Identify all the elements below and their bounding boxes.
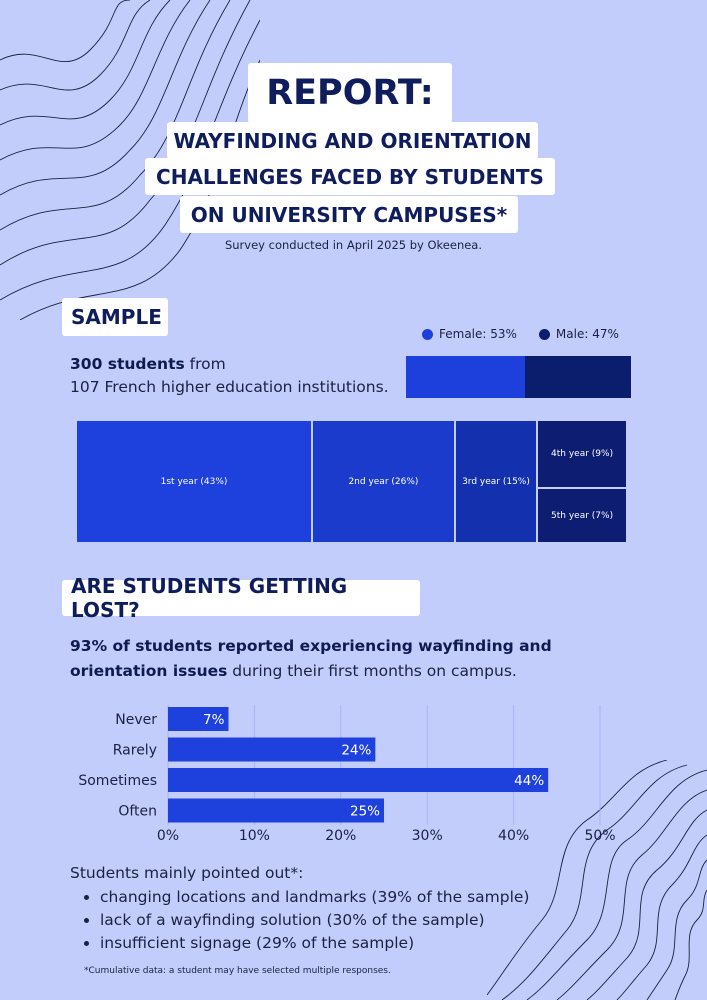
x-tick-label: 10% <box>239 828 270 844</box>
points-intro: Students mainly pointed out*: <box>70 864 304 882</box>
x-tick-label: 40% <box>498 828 529 844</box>
sample-institutions: 107 French higher education institutions… <box>70 378 389 396</box>
report-subtitle-line-2: CHALLENGES FACED BY STUDENTS <box>145 158 555 195</box>
category-label: Sometimes <box>78 773 157 789</box>
legend-female-label: Female: 53% <box>439 327 517 341</box>
category-label: Never <box>115 712 157 728</box>
point-item: changing locations and landmarks (39% of… <box>100 886 529 909</box>
frequency-bar-chart: Never 7% Rarely 24% Sometimes 44% Often 25% 0% 10… <box>78 705 616 844</box>
report-title: REPORT: <box>248 63 452 123</box>
legend-female: Female: 53% <box>422 327 517 341</box>
bar-never <box>168 707 229 731</box>
legend-female-swatch <box>422 328 433 340</box>
point-item: lack of a wayfinding solution (30% of th… <box>100 909 529 932</box>
tile-3rd-year: 3rd year (15%) <box>455 421 537 542</box>
legend-male-swatch <box>538 328 550 340</box>
lost-summary: 93% of students reported experiencing wa… <box>70 634 630 684</box>
sample-count: 300 students <box>70 355 185 373</box>
study-year-treemap: 1st year (43%) 2nd year (26%) 3rd year (15… <box>77 421 626 542</box>
survey-note: Survey conducted in April 2025 by Okeene… <box>224 238 483 252</box>
tile-2nd-year-label: 2nd year (26%) <box>348 476 419 487</box>
x-tick-label: 20% <box>325 828 356 844</box>
data-label: 44% <box>514 773 544 789</box>
legend-male-label: Male: 47% <box>555 327 619 341</box>
bar-segment-female <box>406 356 526 398</box>
bar-segment-male <box>525 356 631 398</box>
bar-rarely <box>168 737 376 762</box>
bar-sometimes <box>168 768 549 792</box>
gender-stacked-bar <box>406 356 631 398</box>
tile-5th-year: 5th year (7%) <box>538 489 626 542</box>
points-list: changing locations and landmarks (39% of… <box>70 886 529 955</box>
x-tick-label: 0% <box>157 828 179 844</box>
report-subtitle-line-3: ON UNIVERSITY CAMPUSES* <box>180 196 518 233</box>
data-label: 25% <box>350 804 380 820</box>
sample-description: 300 students from 107 French higher educ… <box>70 353 389 399</box>
gender-legend: Female: 53% Male: 47% <box>422 327 641 341</box>
main-points: Students mainly pointed out*: changing l… <box>70 864 529 955</box>
lost-summary-rest: during their first months on campus. <box>227 662 517 680</box>
tile-1st-year: 1st year (43%) <box>77 421 312 542</box>
point-item: insufficient signage (29% of the sample) <box>100 932 529 955</box>
lost-heading: ARE STUDENTS GETTING LOST? <box>62 574 420 622</box>
tile-2nd-year: 2nd year (26%) <box>313 421 454 542</box>
tile-3rd-year-label: 3rd year (15%) <box>462 476 530 487</box>
data-label: 7% <box>203 712 225 728</box>
bar-often <box>168 798 384 823</box>
lost-summary-bold: 93% of students reported experiencing wa… <box>70 637 552 680</box>
tile-5th-year-label: 5th year (7%) <box>551 510 614 521</box>
category-label: Often <box>118 804 157 820</box>
sample-heading: SAMPLE <box>62 298 168 336</box>
report-subtitle-line-1: WAYFINDING AND ORIENTATION <box>167 122 538 159</box>
tile-4th-year-label: 4th year (9%) <box>551 449 614 460</box>
tile-1st-year-label: 1st year (43%) <box>160 476 228 487</box>
x-tick-label: 50% <box>584 828 615 844</box>
x-tick-label: 30% <box>412 828 443 844</box>
footnote: *Cumulative data: a student may have sel… <box>84 966 391 976</box>
category-label: Rarely <box>113 743 157 759</box>
data-label: 24% <box>341 743 371 759</box>
tile-4th-year: 4th year (9%) <box>538 421 626 488</box>
legend-male: Male: 47% <box>538 327 619 341</box>
sample-count-rest: from <box>184 355 226 373</box>
